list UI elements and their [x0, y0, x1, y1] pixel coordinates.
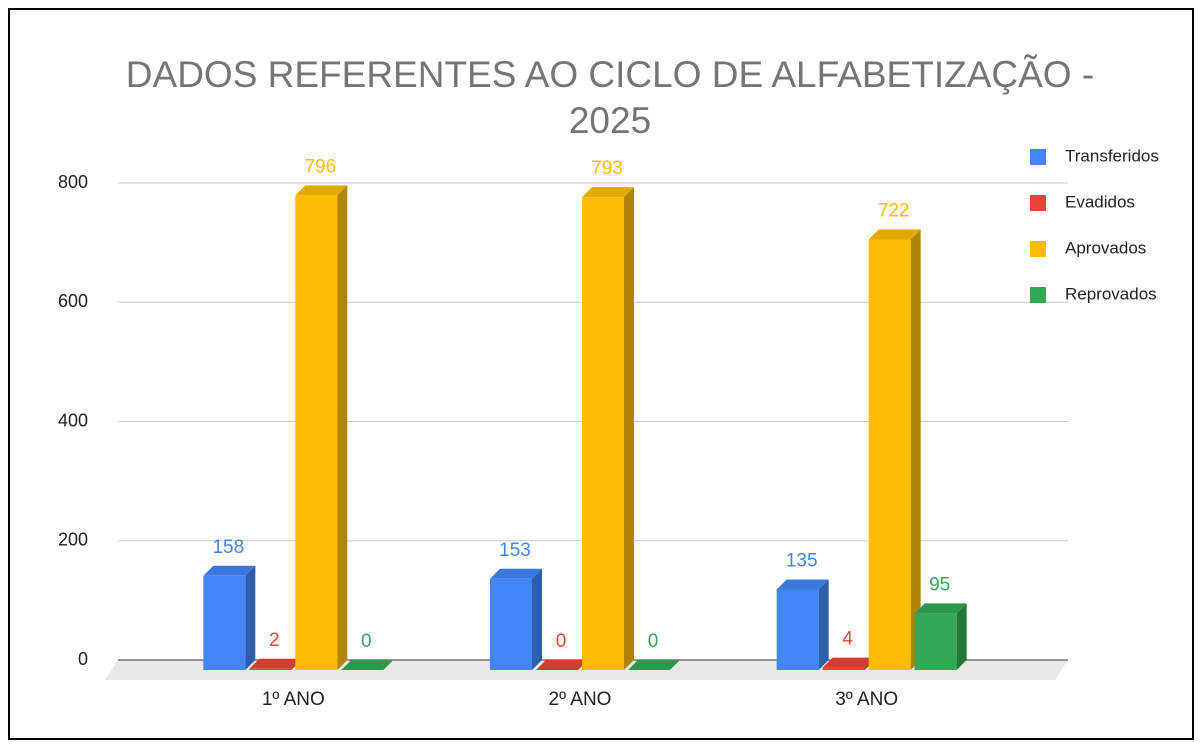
bar-top: [776, 579, 829, 590]
bar: [295, 195, 338, 670]
bar-top: [249, 658, 302, 669]
data-label: 0: [648, 631, 659, 652]
bar-side: [245, 565, 256, 670]
bar: [249, 668, 292, 670]
bar-top: [582, 187, 634, 198]
bar-top: [628, 660, 680, 670]
legend-label: Aprovados: [1065, 238, 1146, 257]
bar-top: [536, 660, 588, 670]
data-label: 0: [361, 631, 372, 652]
bar-side: [337, 185, 348, 670]
data-label: 0: [556, 631, 567, 652]
legend-swatch: [1030, 241, 1046, 257]
bar: [868, 239, 911, 670]
bar-side: [624, 187, 634, 670]
bar-top: [341, 660, 394, 670]
x-tick-label: 2º ANO: [549, 689, 612, 710]
bar: [203, 575, 246, 670]
legend-label: Reprovados: [1065, 284, 1157, 303]
data-label: 4: [842, 629, 853, 650]
bar: [776, 589, 819, 670]
data-label: 2: [269, 630, 280, 651]
y-tick-label: 0: [78, 649, 88, 669]
legend-label: Evadidos: [1065, 192, 1135, 211]
legend-swatch: [1030, 195, 1046, 211]
bar: [582, 197, 624, 670]
legend-label: Transferidos: [1065, 146, 1159, 165]
bar: [822, 667, 865, 670]
bar-side: [910, 229, 921, 670]
bar-side: [532, 568, 542, 670]
legend-swatch: [1030, 149, 1046, 165]
legend-swatch: [1030, 287, 1046, 303]
data-label: 793: [591, 158, 623, 179]
y-tick-label: 600: [58, 291, 88, 311]
bar-top: [295, 185, 348, 196]
x-tick-label: 1º ANO: [262, 689, 325, 710]
data-label: 95: [929, 574, 950, 595]
y-tick-label: 200: [58, 530, 88, 550]
bar-top: [868, 229, 921, 240]
data-label: 135: [786, 551, 818, 572]
bar: [490, 578, 532, 670]
bar-top: [490, 568, 542, 579]
data-label: 158: [212, 537, 244, 558]
bar-top: [914, 603, 967, 614]
bar-side: [956, 603, 967, 670]
frame: [8, 8, 1194, 740]
y-tick-label: 400: [58, 410, 88, 430]
bar-top: [822, 657, 875, 668]
data-label: 722: [878, 201, 910, 222]
bar-side: [818, 579, 829, 670]
y-tick-label: 800: [58, 172, 88, 192]
data-label: 796: [304, 156, 336, 177]
bar: [914, 613, 957, 670]
bar-top: [203, 565, 256, 576]
data-label: 153: [499, 540, 531, 561]
chart-title: DADOS REFERENTES AO CICLO DE ALFABETIZAÇ…: [125, 54, 1095, 141]
x-tick-label: 3º ANO: [835, 689, 898, 710]
